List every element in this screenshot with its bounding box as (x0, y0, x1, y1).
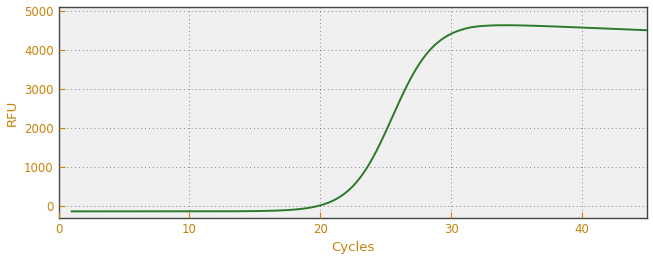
X-axis label: Cycles: Cycles (331, 242, 375, 255)
Y-axis label: RFU: RFU (6, 99, 18, 126)
